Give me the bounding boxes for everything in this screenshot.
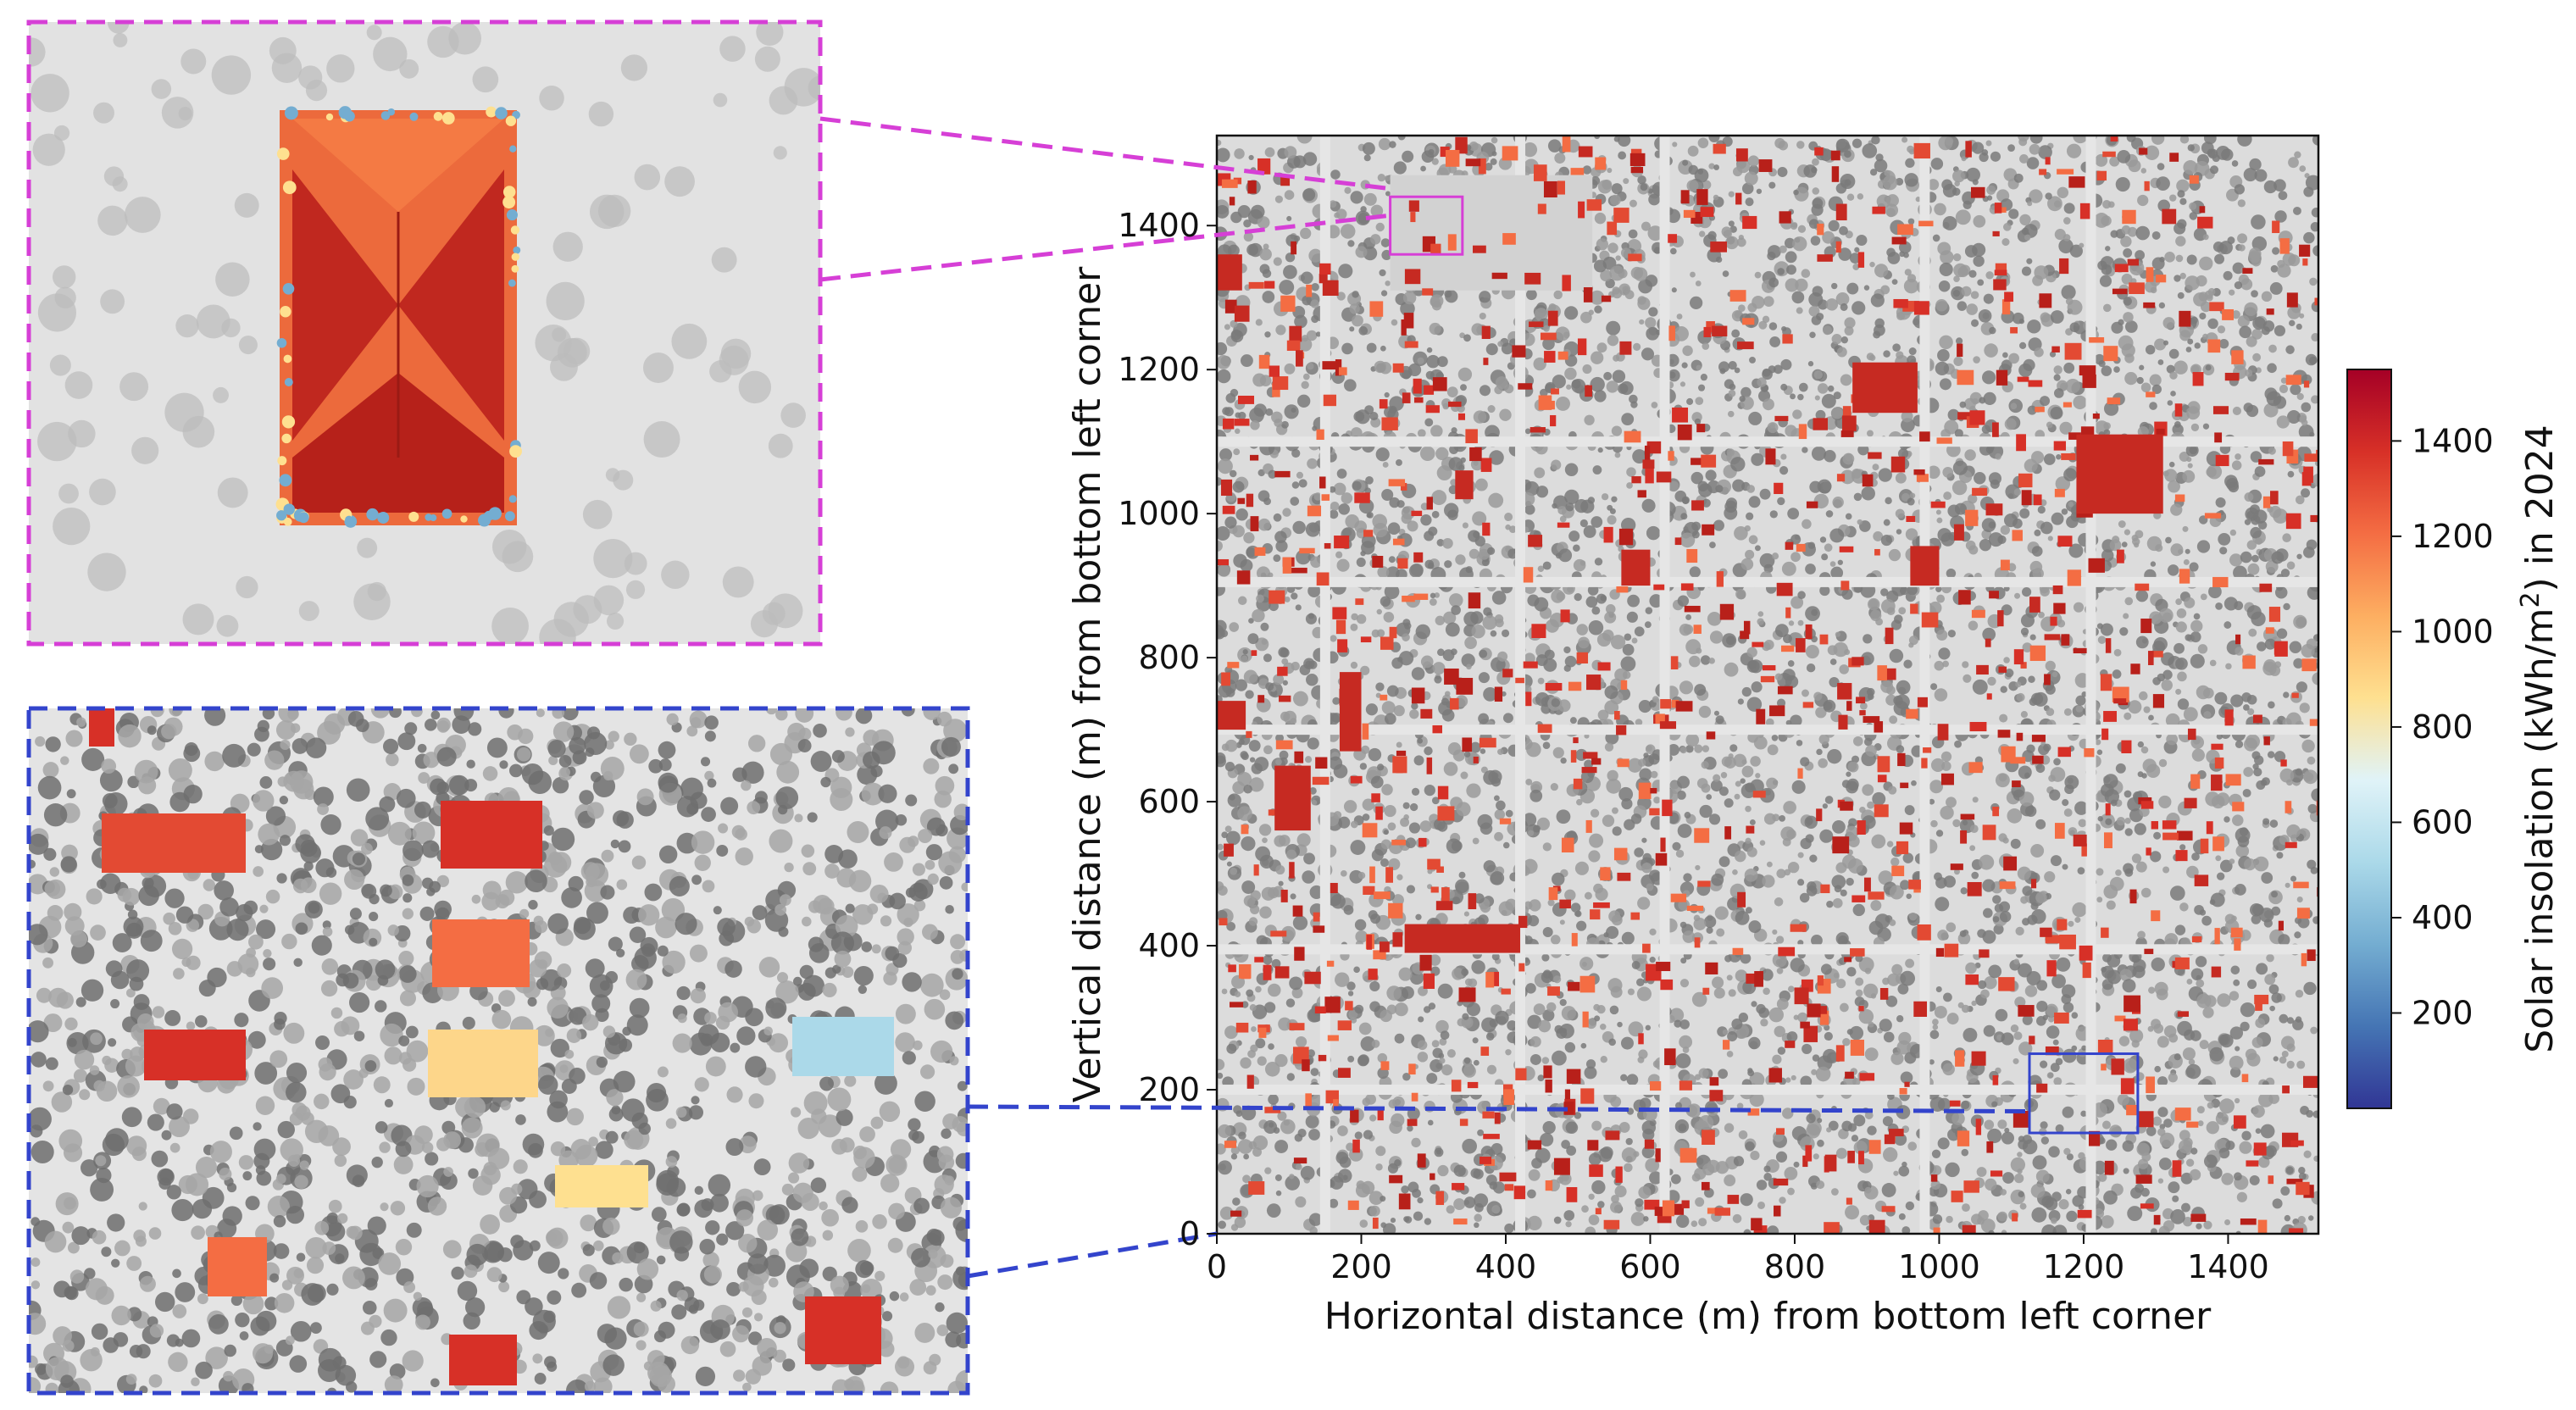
colorbar-ticks: 200 400 600 800 1000 1200 1400 [2391,422,2494,1031]
inset-roof [208,1237,267,1296]
inset-roof [792,1017,894,1076]
blue-zoom-inset [26,706,970,1396]
y-axis: 0 200 400 600 800 1000 1200 1400 [1118,207,1217,1252]
inset-roof [432,919,530,987]
x-tick-label: 0 [1207,1248,1227,1285]
x-tick-label: 1400 [2187,1248,2269,1285]
inset-roof [555,1165,648,1207]
x-tick-label: 800 [1764,1248,1826,1285]
inset-roof [441,801,542,869]
y-tick-label: 1200 [1118,351,1200,388]
inset-roof [449,1335,517,1385]
colorbar-tick-label: 1400 [2412,422,2494,459]
colorbar-tick-label: 600 [2412,803,2473,841]
zoom-connector-lines [819,116,2030,1279]
inset-roof [144,1030,246,1080]
x-tick-label: 600 [1619,1248,1681,1285]
inset-roof [805,1296,881,1364]
blue-connector-top [967,1104,2030,1114]
magenta-connector-top [819,116,1391,192]
x-axis-label: Horizontal distance (m) from bottom left… [1324,1295,2212,1338]
x-tick-label: 400 [1475,1248,1537,1285]
colorbar-tick-label: 200 [2412,994,2473,1031]
colorbar-tick-label: 400 [2412,899,2473,936]
y-tick-label: 400 [1138,927,1200,964]
blue-highlight-box [2028,1052,2140,1135]
magenta-highlight-box [1389,195,1464,256]
colorbar-label: Solar insolation (kWh/m2) in 2024 [2516,425,2562,1053]
y-tick-label: 800 [1138,639,1200,676]
colorbar-tick-label: 800 [2412,708,2473,746]
x-tick-label: 200 [1330,1248,1392,1285]
colorbar-tick-label: 1000 [2412,613,2494,650]
y-tick-label: 1400 [1118,207,1200,244]
inset-roof [89,708,114,747]
y-tick-label: 600 [1138,783,1200,820]
colorbar: 200 400 600 800 1000 1200 1400 Solar insolatio… [2346,369,2562,1109]
y-tick-label: 200 [1138,1071,1200,1108]
map-texture [1217,136,2318,1234]
insolation-map [1215,134,2320,1235]
magenta-connector-bottom [819,213,1391,282]
y-tick-label: 1000 [1118,495,1200,532]
y-axis-label: Vertical distance (m) from bottom left c… [1066,266,1109,1102]
magenta-inset-rooftop [29,22,820,644]
x-axis: 0 200 400 600 800 1000 1200 1400 [1207,1234,2269,1285]
x-tick-label: 1000 [1898,1248,1980,1285]
inset-roof [428,1030,538,1097]
map-frame [1215,134,2320,1235]
x-tick-label: 1200 [2043,1248,2125,1285]
y-tick-label: 0 [1180,1215,1200,1252]
blue-connector-bottom [967,1231,1218,1279]
map-rooftops [1217,136,2318,1234]
blue-inset-neighborhood [29,708,968,1393]
inset-roof [102,813,246,873]
colorbar-tick-label: 1200 [2412,518,2494,555]
magenta-zoom-inset [26,19,823,647]
